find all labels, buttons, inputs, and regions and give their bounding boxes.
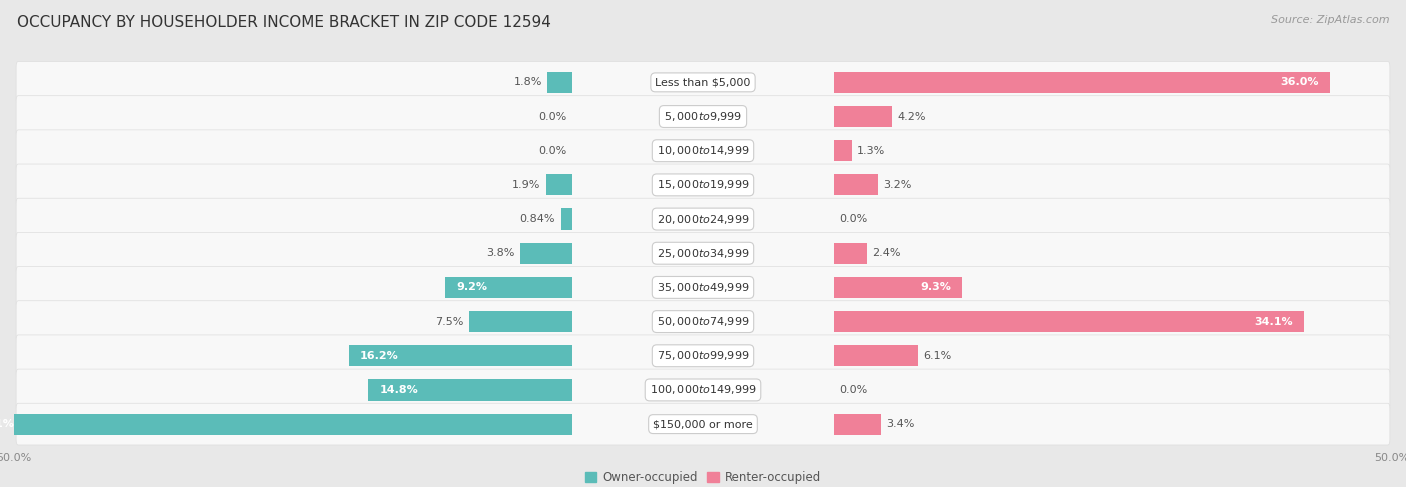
FancyBboxPatch shape bbox=[15, 61, 1391, 103]
Text: $5,000 to $9,999: $5,000 to $9,999 bbox=[664, 110, 742, 123]
Bar bbox=[0, 413, 572, 435]
Bar bbox=[834, 72, 1330, 93]
Text: $15,000 to $19,999: $15,000 to $19,999 bbox=[657, 178, 749, 191]
FancyBboxPatch shape bbox=[15, 369, 1391, 411]
Text: 16.2%: 16.2% bbox=[360, 351, 399, 361]
Text: 0.84%: 0.84% bbox=[519, 214, 555, 224]
Text: 9.3%: 9.3% bbox=[920, 282, 950, 292]
Text: 9.2%: 9.2% bbox=[457, 282, 488, 292]
FancyBboxPatch shape bbox=[15, 301, 1391, 342]
Bar bbox=[468, 311, 572, 332]
Bar bbox=[547, 72, 572, 93]
Bar bbox=[834, 140, 852, 161]
FancyBboxPatch shape bbox=[15, 335, 1391, 376]
Bar bbox=[546, 174, 572, 195]
Text: $150,000 or more: $150,000 or more bbox=[654, 419, 752, 429]
Bar bbox=[834, 277, 962, 298]
Text: 3.2%: 3.2% bbox=[883, 180, 912, 190]
FancyBboxPatch shape bbox=[15, 232, 1391, 274]
FancyBboxPatch shape bbox=[15, 164, 1391, 206]
Text: 0.0%: 0.0% bbox=[839, 385, 868, 395]
Bar bbox=[834, 243, 868, 264]
Text: $35,000 to $49,999: $35,000 to $49,999 bbox=[657, 281, 749, 294]
Text: 3.4%: 3.4% bbox=[886, 419, 915, 429]
Bar bbox=[834, 345, 918, 366]
Text: $100,000 to $149,999: $100,000 to $149,999 bbox=[650, 383, 756, 396]
FancyBboxPatch shape bbox=[15, 403, 1391, 445]
FancyBboxPatch shape bbox=[15, 130, 1391, 171]
Text: OCCUPANCY BY HOUSEHOLDER INCOME BRACKET IN ZIP CODE 12594: OCCUPANCY BY HOUSEHOLDER INCOME BRACKET … bbox=[17, 15, 551, 30]
Text: 4.2%: 4.2% bbox=[897, 112, 925, 122]
Text: 14.8%: 14.8% bbox=[380, 385, 418, 395]
Bar bbox=[561, 208, 572, 230]
Text: 1.8%: 1.8% bbox=[513, 77, 541, 87]
Bar bbox=[834, 174, 877, 195]
FancyBboxPatch shape bbox=[15, 95, 1391, 137]
Text: Less than $5,000: Less than $5,000 bbox=[655, 77, 751, 87]
Bar bbox=[446, 277, 572, 298]
Text: 36.0%: 36.0% bbox=[1281, 77, 1319, 87]
Bar bbox=[834, 413, 880, 435]
Bar bbox=[834, 106, 891, 127]
Bar bbox=[834, 311, 1303, 332]
FancyBboxPatch shape bbox=[15, 266, 1391, 308]
Bar bbox=[349, 345, 572, 366]
Text: 2.4%: 2.4% bbox=[873, 248, 901, 258]
Text: 0.0%: 0.0% bbox=[839, 214, 868, 224]
Legend: Owner-occupied, Renter-occupied: Owner-occupied, Renter-occupied bbox=[579, 467, 827, 487]
Text: Source: ZipAtlas.com: Source: ZipAtlas.com bbox=[1271, 15, 1389, 25]
Text: 6.1%: 6.1% bbox=[924, 351, 952, 361]
Bar bbox=[368, 379, 572, 400]
Text: 34.1%: 34.1% bbox=[1254, 317, 1292, 327]
Text: 0.0%: 0.0% bbox=[538, 112, 567, 122]
Text: 0.0%: 0.0% bbox=[538, 146, 567, 156]
Text: $50,000 to $74,999: $50,000 to $74,999 bbox=[657, 315, 749, 328]
Text: $25,000 to $34,999: $25,000 to $34,999 bbox=[657, 247, 749, 260]
Text: 44.1%: 44.1% bbox=[0, 419, 14, 429]
Text: $10,000 to $14,999: $10,000 to $14,999 bbox=[657, 144, 749, 157]
Text: $20,000 to $24,999: $20,000 to $24,999 bbox=[657, 212, 749, 225]
Text: $75,000 to $99,999: $75,000 to $99,999 bbox=[657, 349, 749, 362]
Bar bbox=[520, 243, 572, 264]
FancyBboxPatch shape bbox=[15, 198, 1391, 240]
Text: 3.8%: 3.8% bbox=[486, 248, 515, 258]
Text: 7.5%: 7.5% bbox=[434, 317, 463, 327]
Text: 1.3%: 1.3% bbox=[858, 146, 886, 156]
Text: 1.9%: 1.9% bbox=[512, 180, 540, 190]
